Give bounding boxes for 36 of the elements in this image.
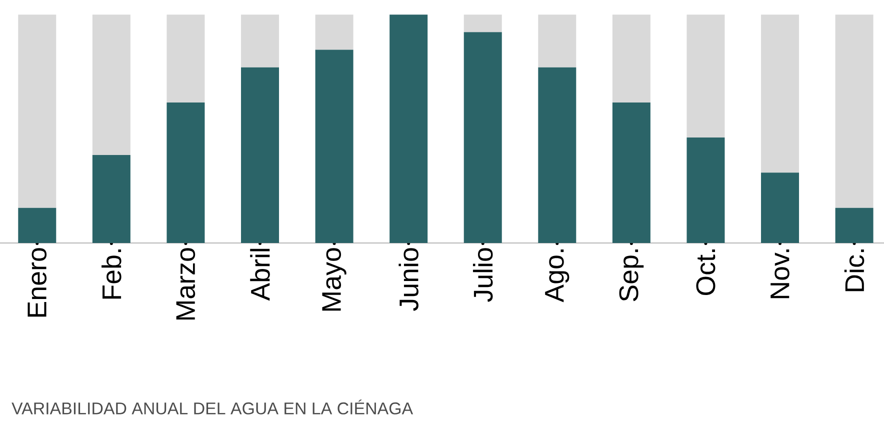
bar [315, 14, 354, 50]
x-tick-label: Marzo [176, 248, 196, 320]
bar [761, 172, 800, 243]
x-tick-label: Oct. [696, 249, 716, 296]
bar [92, 155, 130, 243]
bar [538, 67, 576, 243]
bar [390, 14, 428, 243]
x-tick-label: Dic. [844, 249, 864, 292]
x-tick-label: Feb. [102, 249, 122, 299]
bar [464, 32, 502, 243]
x-tick-label: Enero [28, 248, 47, 317]
bar [18, 208, 56, 243]
x-tick-label: Julio [472, 248, 493, 302]
bar [761, 14, 800, 173]
bar [315, 50, 354, 243]
bar [166, 102, 205, 243]
x-tick-label: Ago. [545, 249, 570, 302]
bar [18, 14, 56, 208]
bar [686, 14, 725, 138]
x-tick-label: Nov. [770, 249, 790, 298]
bar [241, 67, 280, 243]
x-tick-label: Mayo [322, 248, 346, 311]
bar [464, 14, 502, 32]
bar [835, 208, 874, 243]
x-tick-label: Junio [398, 248, 418, 311]
bar [538, 14, 576, 68]
bar [241, 14, 280, 68]
bar [612, 102, 650, 243]
x-tick-label: Sep. [619, 249, 644, 302]
bar [92, 14, 130, 156]
bar [686, 137, 725, 243]
x-tick-label: Abril [250, 248, 270, 301]
text: VARIABILIDAD ANUAL DEL AGUA EN LA CIÉNAGA [12, 400, 414, 414]
bar [612, 14, 650, 103]
bar [166, 14, 205, 103]
bar [835, 14, 874, 208]
